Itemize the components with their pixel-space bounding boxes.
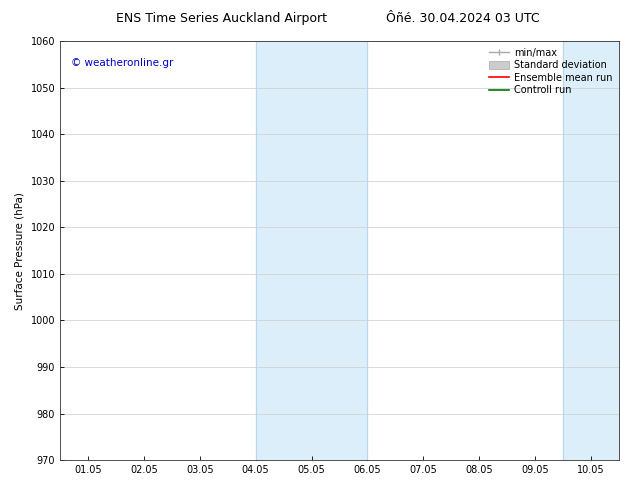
Bar — [256, 41, 368, 460]
Y-axis label: Surface Pressure (hPa): Surface Pressure (hPa) — [15, 192, 25, 310]
Bar — [563, 41, 619, 460]
Text: ENS Time Series Auckland Airport: ENS Time Series Auckland Airport — [117, 12, 327, 25]
Text: © weatheronline.gr: © weatheronline.gr — [71, 58, 174, 68]
Text: Ôñé. 30.04.2024 03 UTC: Ôñé. 30.04.2024 03 UTC — [386, 12, 540, 25]
Legend: min/max, Standard deviation, Ensemble mean run, Controll run: min/max, Standard deviation, Ensemble me… — [488, 46, 614, 97]
